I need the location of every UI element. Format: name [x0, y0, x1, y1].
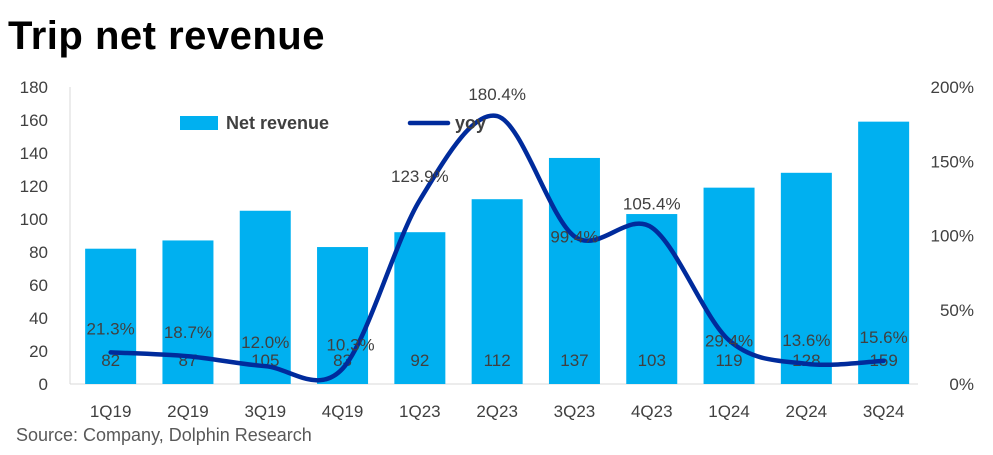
yoy-value-label: 21.3% — [87, 319, 135, 338]
x-tick-label: 1Q19 — [90, 402, 132, 421]
y-tick-label: 60 — [29, 276, 48, 295]
y-tick-label: 140 — [20, 144, 48, 163]
y-tick-label: 80 — [29, 243, 48, 262]
yoy-value-label: 15.6% — [860, 328, 908, 347]
yoy-line — [108, 113, 886, 383]
x-tick-label: 4Q19 — [322, 402, 364, 421]
x-tick-label: 1Q24 — [708, 402, 750, 421]
source-note: Source: Company, Dolphin Research — [16, 425, 312, 445]
bar-value-label: 82 — [101, 351, 120, 370]
bar-value-label: 103 — [638, 351, 666, 370]
x-tick-label: 1Q23 — [399, 402, 441, 421]
x-tick-label: 2Q19 — [167, 402, 209, 421]
x-tick-label: 2Q24 — [786, 402, 828, 421]
yoy-value-label: 10.3% — [326, 336, 374, 355]
bar-value-label: 112 — [484, 351, 511, 370]
bar — [239, 210, 291, 384]
x-tick-label: 3Q23 — [554, 402, 596, 421]
y-tick-label: 100 — [20, 210, 48, 229]
yoy-value-label: 99.4% — [550, 227, 598, 246]
bar — [548, 157, 600, 384]
bar — [394, 232, 446, 384]
yoy-value-label: 18.7% — [164, 323, 212, 342]
y-tick-label: 40 — [29, 309, 48, 328]
yoy-value-label: 12.0% — [241, 333, 289, 352]
x-tick-label: 4Q23 — [631, 402, 673, 421]
x-tick-label: 3Q19 — [244, 402, 286, 421]
y-tick-label: 120 — [20, 177, 48, 196]
x-tick-label: 2Q23 — [476, 402, 518, 421]
y2-tick-label: 150% — [931, 152, 974, 171]
yoy-value-label: 29.4% — [705, 331, 753, 350]
bar-value-label: 119 — [715, 351, 742, 370]
y-tick-label: 20 — [29, 342, 48, 361]
yoy-value-label: 105.4% — [623, 194, 681, 213]
y2-tick-label: 200% — [931, 78, 974, 97]
bar — [780, 172, 832, 384]
yoy-value-label: 123.9% — [391, 167, 449, 186]
legend-swatch-bar — [180, 116, 218, 130]
bar-value-label: 137 — [560, 351, 588, 370]
bar-value-label: 92 — [410, 351, 429, 370]
x-tick-label: 3Q24 — [863, 402, 905, 421]
bar — [317, 247, 369, 384]
chart-title: Trip net revenue — [8, 14, 325, 58]
y-tick-label: 160 — [20, 111, 48, 130]
legend-label-bar: Net revenue — [226, 113, 329, 133]
yoy-value-label: 180.4% — [468, 85, 526, 104]
y2-tick-label: 0% — [949, 375, 974, 394]
y-tick-label: 0 — [39, 375, 48, 394]
y-tick-label: 180 — [20, 78, 48, 97]
bar — [471, 199, 523, 384]
y2-tick-label: 50% — [940, 301, 974, 320]
legend-label-line: yoy — [455, 113, 486, 133]
yoy-value-label: 13.6% — [782, 331, 830, 350]
bar — [85, 248, 137, 384]
y2-tick-label: 100% — [931, 227, 974, 246]
bar — [858, 121, 910, 385]
